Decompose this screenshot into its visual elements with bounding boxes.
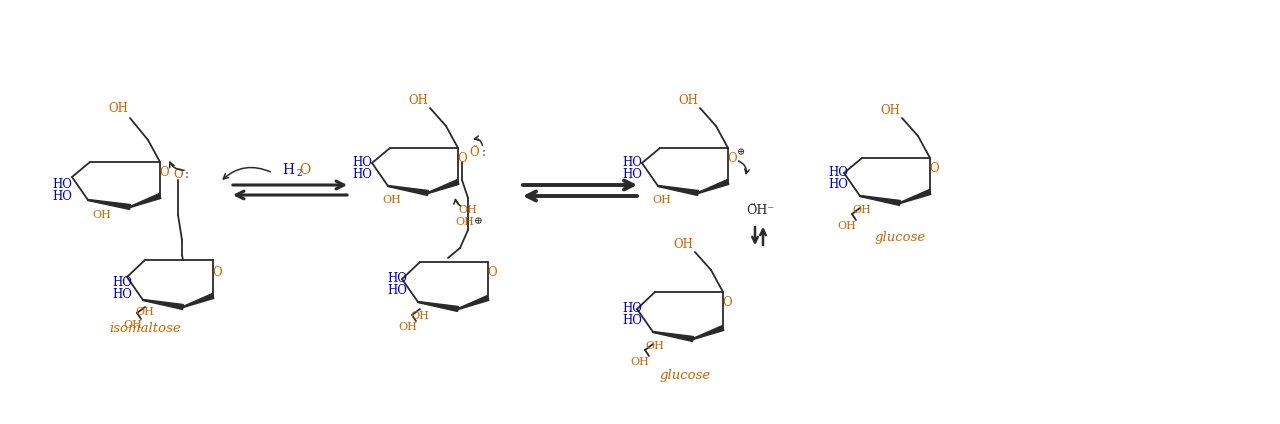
Polygon shape xyxy=(653,332,694,341)
Text: ÖH⁻: ÖH⁻ xyxy=(746,204,774,217)
Text: :: : xyxy=(483,145,486,159)
Polygon shape xyxy=(183,294,214,307)
Polygon shape xyxy=(129,194,161,207)
Polygon shape xyxy=(692,326,724,340)
Polygon shape xyxy=(428,180,458,193)
Text: isomaltose: isomaltose xyxy=(109,321,180,335)
Text: OH: OH xyxy=(653,195,672,205)
Text: OH: OH xyxy=(136,307,155,317)
Polygon shape xyxy=(388,186,429,195)
Text: HO: HO xyxy=(622,168,641,181)
Text: ⊕: ⊕ xyxy=(737,148,745,157)
FancyArrowPatch shape xyxy=(170,162,184,170)
Text: O: O xyxy=(488,265,497,279)
Text: OH: OH xyxy=(108,101,128,114)
Polygon shape xyxy=(88,200,131,209)
Text: OH: OH xyxy=(411,311,429,321)
Text: O: O xyxy=(159,165,169,179)
Polygon shape xyxy=(860,195,900,206)
Text: HO: HO xyxy=(828,179,847,192)
Text: OH: OH xyxy=(408,94,428,106)
Text: OH: OH xyxy=(398,322,417,332)
Text: OH: OH xyxy=(383,195,402,205)
Text: OH: OH xyxy=(678,94,698,106)
Text: ⊕: ⊕ xyxy=(474,218,483,226)
Text: O: O xyxy=(457,151,467,165)
Text: 2: 2 xyxy=(296,168,302,178)
Text: HO: HO xyxy=(352,156,372,170)
Text: O: O xyxy=(212,265,221,279)
Text: OH: OH xyxy=(881,103,900,117)
Text: :: : xyxy=(186,167,189,181)
Text: glucose: glucose xyxy=(874,232,925,245)
Text: HO: HO xyxy=(387,285,407,298)
Text: HO: HO xyxy=(52,179,72,192)
Text: HO: HO xyxy=(387,273,407,285)
Text: HO: HO xyxy=(113,287,132,301)
Polygon shape xyxy=(698,180,728,193)
Text: HO: HO xyxy=(622,156,641,170)
Text: OH: OH xyxy=(631,357,649,367)
Text: HO: HO xyxy=(52,190,72,204)
Polygon shape xyxy=(658,186,699,195)
Text: glucose: glucose xyxy=(659,368,710,382)
Polygon shape xyxy=(900,190,931,204)
FancyArrowPatch shape xyxy=(454,199,461,206)
Text: HO: HO xyxy=(113,276,132,288)
FancyArrowPatch shape xyxy=(475,136,483,145)
Text: HO: HO xyxy=(352,168,372,181)
Text: OH: OH xyxy=(458,205,477,215)
Text: O: O xyxy=(300,163,311,177)
Text: O: O xyxy=(727,151,737,165)
Text: HO: HO xyxy=(622,302,641,315)
Text: O: O xyxy=(722,296,732,309)
Text: OH: OH xyxy=(852,205,872,215)
Text: O: O xyxy=(929,162,938,175)
Polygon shape xyxy=(143,299,183,310)
Polygon shape xyxy=(458,296,489,310)
Text: OH: OH xyxy=(673,237,692,251)
Text: H: H xyxy=(282,163,294,177)
Text: OH: OH xyxy=(456,217,475,227)
Text: OH: OH xyxy=(124,320,142,330)
Text: O: O xyxy=(173,167,183,181)
Text: OH: OH xyxy=(645,341,664,351)
Text: HO: HO xyxy=(622,315,641,327)
Text: OH: OH xyxy=(837,221,856,231)
FancyArrowPatch shape xyxy=(223,167,270,179)
Polygon shape xyxy=(417,301,458,312)
Text: HO: HO xyxy=(828,167,847,179)
FancyArrowPatch shape xyxy=(739,161,749,174)
Text: Ö: Ö xyxy=(470,145,479,159)
Text: OH: OH xyxy=(92,210,111,220)
